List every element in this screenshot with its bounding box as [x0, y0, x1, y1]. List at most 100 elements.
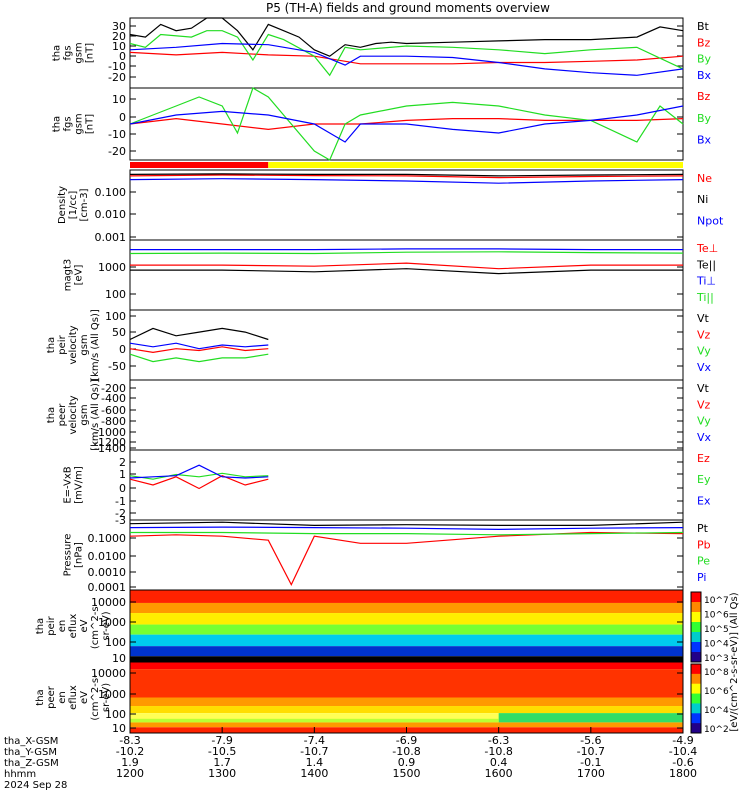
- heatmap-band: [130, 669, 683, 698]
- ytick-label: 0.0010: [88, 566, 127, 579]
- legend-Vt: Vt: [697, 382, 710, 395]
- ytick-label: 10: [112, 40, 126, 53]
- ytick-label: 100: [105, 636, 126, 649]
- colorbar-tick: 10^4: [704, 706, 729, 716]
- legend-Ne: Ne: [697, 172, 712, 185]
- colorbar-tick: 10^6: [704, 611, 729, 621]
- heatmap-band: [130, 590, 683, 603]
- colorbar-segment: [691, 612, 701, 623]
- heatmap-band: [130, 722, 683, 728]
- ytick-label: 0: [119, 482, 126, 495]
- ytick-label: -600: [101, 404, 126, 417]
- axis-value: -0.6: [672, 756, 693, 769]
- colorbar-tick: 10^8: [704, 668, 729, 678]
- ytick-label: 0: [119, 50, 126, 63]
- status-bar: [130, 162, 683, 168]
- ylabel-line: eV: [79, 691, 90, 704]
- heatmap-patch: [498, 713, 683, 723]
- series-Bx: [129, 42, 684, 76]
- series-Pe: [130, 531, 684, 536]
- legend-Vz: Vz: [697, 328, 711, 341]
- ylabel-line: [km/s (All Qs)]: [90, 309, 101, 381]
- ytick-label: 0: [119, 111, 126, 124]
- axis-row-label: 2024 Sep 28: [4, 780, 67, 791]
- heatmap-band: [130, 706, 683, 714]
- legend-Bx: Bx: [697, 134, 712, 147]
- ytick-label: -20: [108, 145, 126, 158]
- axis-value: -10.4: [669, 745, 697, 758]
- panel-frame: [129, 309, 684, 381]
- ylabel-line: E=-VxB: [63, 466, 74, 503]
- ytick-label: 100: [105, 310, 126, 323]
- colorbar-segment: [691, 592, 701, 603]
- ylabel-line: fgs: [63, 45, 74, 60]
- heatmap-band: [130, 697, 683, 707]
- series-Ey: [129, 472, 269, 480]
- ylabel-line: peer: [46, 685, 57, 709]
- heatmap-band: [130, 602, 683, 614]
- legend-Pi: Pi: [697, 571, 706, 584]
- series-Vy: [129, 353, 269, 363]
- series-Bx: [129, 105, 684, 143]
- panel-peer-velocity: -200-400-600-800-1000-1200-1400 tha peer ve…: [46, 379, 712, 455]
- ylabel-line: en: [57, 620, 68, 633]
- ytick-label: -20: [108, 71, 126, 84]
- ylabel-line: gsm: [79, 334, 90, 355]
- series-Ti⊥: [130, 248, 683, 251]
- colorbar-tick: 10^2: [704, 725, 729, 735]
- legend-Pb: Pb: [697, 538, 711, 551]
- panel-frame: [129, 449, 684, 521]
- legend-Npot: Npot: [697, 214, 724, 227]
- axis-value: 1200: [116, 767, 144, 780]
- ytick-label: 10000: [91, 596, 126, 609]
- ylabel-line: (cm^2-s-: [90, 674, 101, 721]
- ytick-label: 0.010: [95, 208, 127, 221]
- axis-value: 0.4: [490, 756, 508, 769]
- ylabel-line: peer: [57, 403, 68, 427]
- series-Npot: [129, 178, 684, 184]
- axis-value: 0.9: [398, 756, 416, 769]
- legend-Te⊥: Te⊥: [696, 242, 718, 255]
- panel-frame: [129, 379, 684, 451]
- plot-title: P5 (TH-A) fields and ground moments over…: [266, 1, 550, 15]
- heatmap-band: [130, 713, 683, 723]
- axis-value: 1500: [393, 767, 421, 780]
- status-bar-red: [130, 162, 269, 168]
- panel-density: 0.100 0.010 0.001 Density [1/cc] [cm-3] Ne Ni Np…: [57, 169, 724, 244]
- ylabel-line: [mV/m]: [74, 466, 85, 504]
- heatmap-band: [130, 656, 683, 662]
- colorbar-tick: 10^5: [704, 625, 729, 635]
- colorbar-segment: [691, 632, 701, 643]
- colorbar-segment: [691, 673, 701, 685]
- status-bar-yellow: [268, 162, 683, 168]
- axis-value: 1.7: [213, 756, 231, 769]
- ylabel-line: velocity: [68, 325, 79, 364]
- legend-Vx: Vx: [697, 431, 712, 444]
- ylabel-line: tha: [35, 689, 46, 705]
- colorbar-segment: [691, 713, 701, 724]
- ytick-label: -10: [108, 128, 126, 141]
- ylabel-line: tha: [46, 337, 57, 353]
- legend-Bz: Bz: [697, 90, 711, 103]
- ylabel-line: magt3: [63, 259, 74, 292]
- ytick-label: -400: [101, 392, 126, 405]
- colorbar-segment: [691, 723, 701, 734]
- ytick-label: 10: [112, 93, 126, 106]
- panel-efield: 210-1-2-3 E=-VxB [mV/m] Ez Ey Ex: [63, 449, 711, 527]
- heatmap-band: [130, 613, 683, 625]
- colorbar-frame: [690, 663, 702, 734]
- colorbar-label: [eV/(cm^2-s-sr-eV)] (All Qs): [729, 592, 740, 731]
- axis-value: -7.9: [211, 734, 232, 747]
- legend-Ti||: Ti||: [696, 291, 714, 304]
- colorbar-tick: 10^3: [704, 654, 729, 664]
- legend-Vy: Vy: [697, 345, 711, 358]
- legend-Ti⊥: Ti⊥: [696, 275, 716, 288]
- legend-Bt: Bt: [697, 20, 710, 33]
- series-Pb: [129, 531, 684, 586]
- ytick-label: -1000: [94, 426, 126, 439]
- legend-Vz: Vz: [697, 398, 711, 411]
- series-Vx: [129, 342, 269, 350]
- axis-value: 1600: [485, 767, 513, 780]
